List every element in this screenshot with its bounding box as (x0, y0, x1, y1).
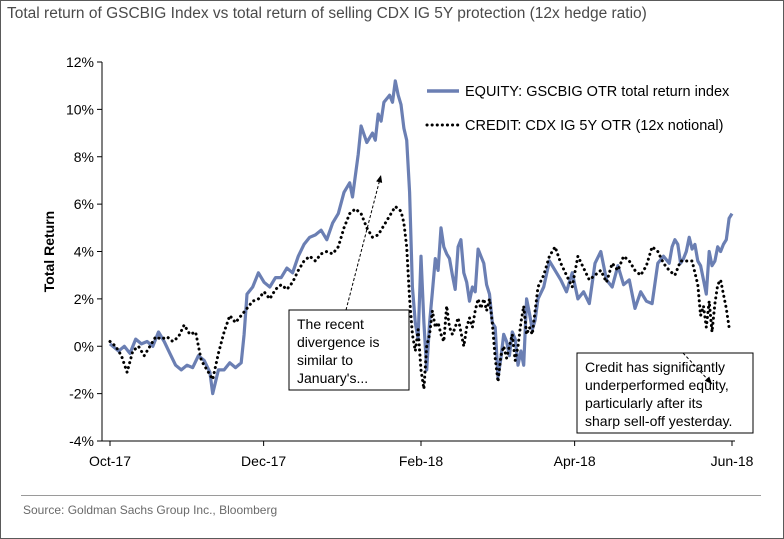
underperformance-note-line: Credit has significantly (585, 359, 725, 375)
x-tick-label: Oct-17 (89, 453, 131, 469)
underperformance-note-box (576, 352, 754, 434)
divergence-note-leader (345, 174, 382, 311)
divergence-note-line: January's... (297, 370, 368, 386)
divergence-note-line: similar to (297, 352, 353, 368)
x-tick-label: Jun-18 (711, 453, 754, 469)
y-axis-title: Total Return (41, 211, 57, 292)
y-tick-label: 0% (74, 338, 94, 354)
underperformance-note-line: particularly after its (585, 395, 702, 411)
credit-series-line (108, 205, 734, 391)
y-tick-label: 2% (74, 291, 94, 307)
legend-label-equity: EQUITY: GSCBIG OTR total return index (465, 84, 730, 100)
divergence-note-box (288, 309, 410, 391)
x-tick-label: Feb-18 (399, 453, 444, 469)
legend-label-credit: CREDIT: CDX IG 5Y OTR (12x notional) (465, 118, 723, 134)
underperformance-note-arrowhead (704, 376, 712, 384)
source-note: Source: Goldman Sachs Group Inc., Bloomb… (23, 503, 278, 517)
y-tick-label: -4% (69, 433, 94, 449)
source-divider (21, 495, 761, 496)
y-tick-label: 4% (74, 244, 94, 260)
x-tick-label: Dec-17 (241, 453, 286, 469)
x-tick-label: Apr-18 (554, 453, 596, 469)
y-tick-label: 12% (66, 54, 94, 70)
y-tick-label: 8% (74, 149, 94, 165)
chart-title: Total return of GSCBIG Index vs total re… (7, 5, 647, 22)
y-tick-label: 6% (74, 196, 94, 212)
equity-series-line (108, 79, 734, 396)
divergence-note-line: divergence is (297, 334, 380, 350)
underperformance-note-line: sharp sell-off yesterday. (585, 413, 732, 429)
divergence-note-line: The recent (297, 316, 364, 332)
y-tick-label: 10% (66, 101, 94, 117)
divergence-note-arrowhead (376, 175, 383, 183)
underperformance-note-line: underperformed equity, (585, 377, 729, 393)
y-tick-label: -2% (69, 386, 94, 402)
